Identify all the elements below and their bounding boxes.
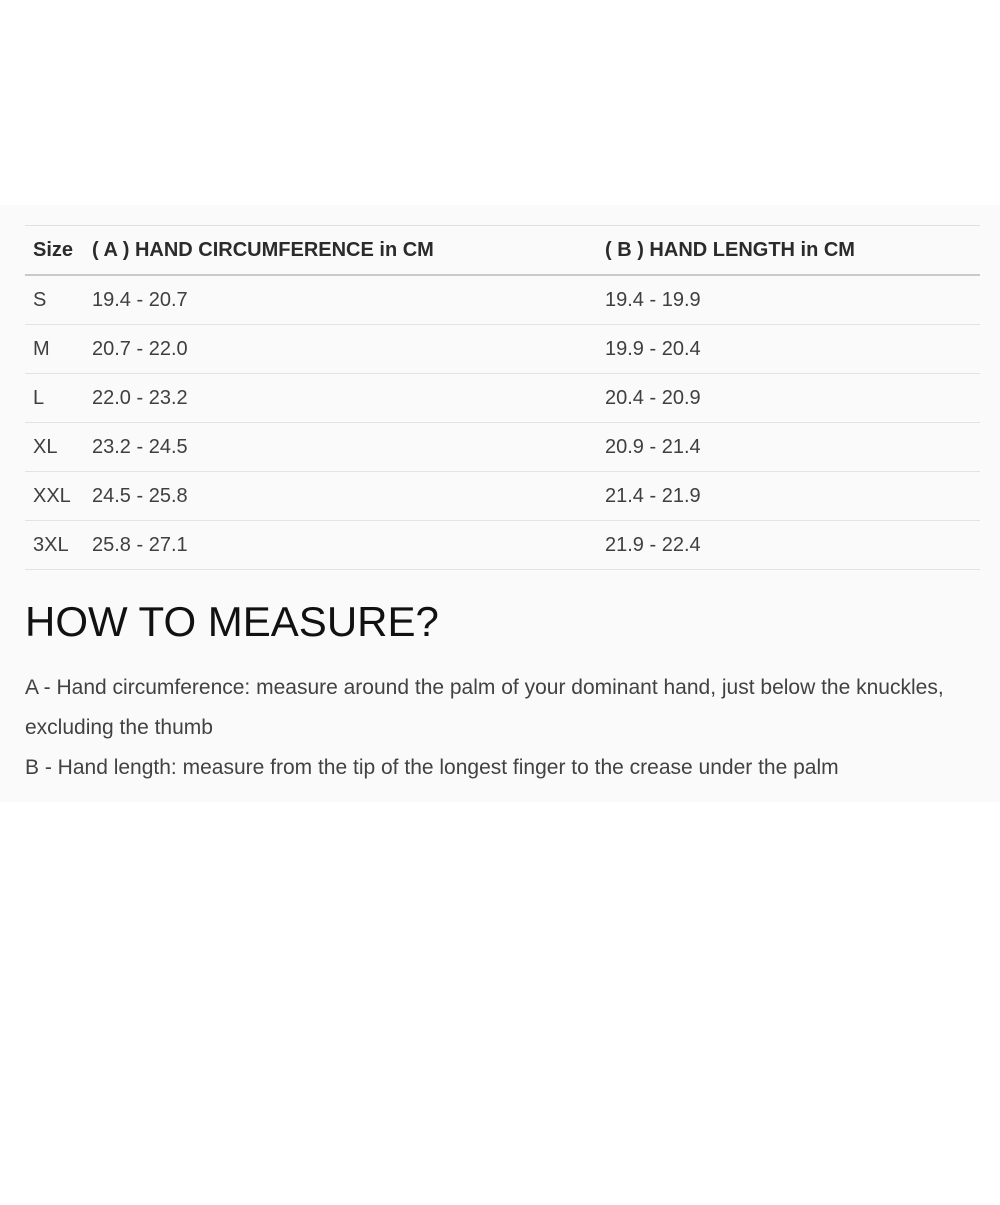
column-header-hand-length: ( B ) HAND LENGTH in CM [605,225,980,276]
table-row: L 22.0 - 23.2 20.4 - 20.9 [25,373,980,423]
column-header-size: Size [25,225,92,276]
size-cell: XL [25,422,92,472]
size-cell: 3XL [25,520,92,570]
size-chart-body: S 19.4 - 20.7 19.4 - 19.9 M 20.7 - 22.0 … [25,275,980,570]
table-row: M 20.7 - 22.0 19.9 - 20.4 [25,324,980,374]
hand-circumference-cell: 23.2 - 24.5 [92,422,605,472]
hand-circumference-cell: 22.0 - 23.2 [92,373,605,423]
hand-length-cell: 20.9 - 21.4 [605,422,980,472]
table-row: S 19.4 - 20.7 19.4 - 19.9 [25,275,980,325]
hand-circumference-cell: 20.7 - 22.0 [92,324,605,374]
hand-circumference-cell: 25.8 - 27.1 [92,520,605,570]
hand-length-cell: 19.4 - 19.9 [605,275,980,325]
table-row: XXL 24.5 - 25.8 21.4 - 21.9 [25,471,980,521]
hand-length-cell: 21.4 - 21.9 [605,471,980,521]
hand-length-cell: 21.9 - 22.4 [605,520,980,570]
column-header-hand-circumference: ( A ) HAND CIRCUMFERENCE in CM [92,225,605,276]
size-cell: L [25,373,92,423]
measure-instruction-b: B - Hand length: measure from the tip of… [25,756,839,779]
header-row: Size ( A ) HAND CIRCUMFERENCE in CM ( B … [25,225,980,276]
table-row: XL 23.2 - 24.5 20.9 - 21.4 [25,422,980,472]
how-to-measure-heading: HOW TO MEASURE? [25,598,439,645]
size-guide-section: Size ( A ) HAND CIRCUMFERENCE in CM ( B … [0,205,1000,802]
measure-instruction-a: A - Hand circumference: measure around t… [25,676,944,739]
hand-length-cell: 19.9 - 20.4 [605,324,980,374]
size-cell: XXL [25,471,92,521]
size-chart-header: Size ( A ) HAND CIRCUMFERENCE in CM ( B … [25,225,980,276]
table-row: 3XL 25.8 - 27.1 21.9 - 22.4 [25,520,980,570]
hand-circumference-cell: 24.5 - 25.8 [92,471,605,521]
size-chart-table: Size ( A ) HAND CIRCUMFERENCE in CM ( B … [25,225,980,570]
hand-length-cell: 20.4 - 20.9 [605,373,980,423]
hand-circumference-cell: 19.4 - 20.7 [92,275,605,325]
size-cell: M [25,324,92,374]
measure-instructions: A - Hand circumference: measure around t… [25,668,977,788]
size-cell: S [25,275,92,325]
